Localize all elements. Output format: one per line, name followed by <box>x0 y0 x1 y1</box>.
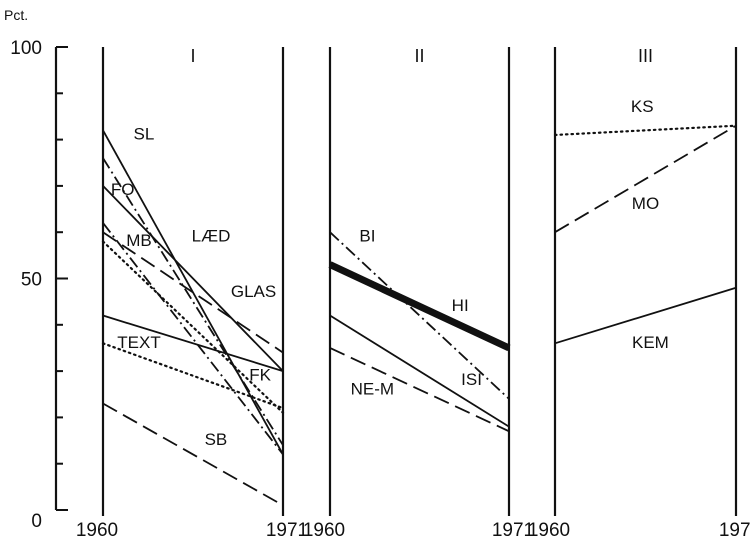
series-label: MB <box>126 231 152 250</box>
series-label: LÆD <box>192 226 231 245</box>
series-label: FO <box>111 180 135 199</box>
x-tick-label: 1960 <box>528 520 570 540</box>
series-line-ks <box>553 124 738 137</box>
series-line-fk <box>101 342 285 410</box>
series-label: HI <box>452 296 469 315</box>
series-line-mo <box>554 124 737 233</box>
series-label: KS <box>631 97 654 116</box>
panel-label: III <box>638 46 653 66</box>
series-label: GLAS <box>231 282 276 301</box>
series-label: SB <box>205 430 228 449</box>
series-label: BI <box>359 226 375 245</box>
y-unit-label: Pct. <box>4 7 28 23</box>
y-axis: 0 50 100 Pct. <box>4 7 68 532</box>
x-tick-label: 1971 <box>266 520 308 540</box>
x-tick-label: 1960 <box>303 520 345 540</box>
series-line-text <box>102 314 284 372</box>
series-label: KEM <box>632 333 669 352</box>
y-tick-label: 50 <box>21 270 42 291</box>
panel-ii: II 1960 1971 BI HI ISI NE-M <box>303 46 534 540</box>
series-line-bi <box>329 231 510 400</box>
series-line-hi <box>328 261 511 352</box>
panel-label: II <box>414 46 424 66</box>
series-line-sl <box>102 129 284 455</box>
series-label: SL <box>134 125 155 144</box>
series-label: FK <box>249 365 271 384</box>
panel-label: I <box>190 46 195 66</box>
series-label: ISI <box>461 370 482 389</box>
series-label: NE-M <box>351 379 394 398</box>
series-line-ne-m <box>329 347 510 433</box>
x-tick-label: 1971 <box>719 520 751 540</box>
panel-i: I 1960 1971 SL FO LÆD MB GLAS TEXT FK SB <box>76 46 308 540</box>
x-tick-label: 1971 <box>492 520 534 540</box>
series-line-sb <box>102 402 284 507</box>
series-label: MO <box>632 194 659 213</box>
series-line-unlabeled <box>101 240 285 414</box>
panel-iii: III 1960 1971 KS MO KEM <box>528 46 751 540</box>
series-line-isi <box>329 314 510 428</box>
series-line-mb <box>102 222 284 455</box>
x-tick-label: 1960 <box>76 520 118 540</box>
series-line-kem <box>554 286 737 345</box>
series-line-læd <box>102 185 284 372</box>
series-line-fo <box>102 157 284 446</box>
series-line-glas <box>102 231 284 354</box>
y-tick-label: 100 <box>10 38 42 59</box>
y-tick-label: 0 <box>31 511 42 532</box>
series-label: TEXT <box>117 333 160 352</box>
